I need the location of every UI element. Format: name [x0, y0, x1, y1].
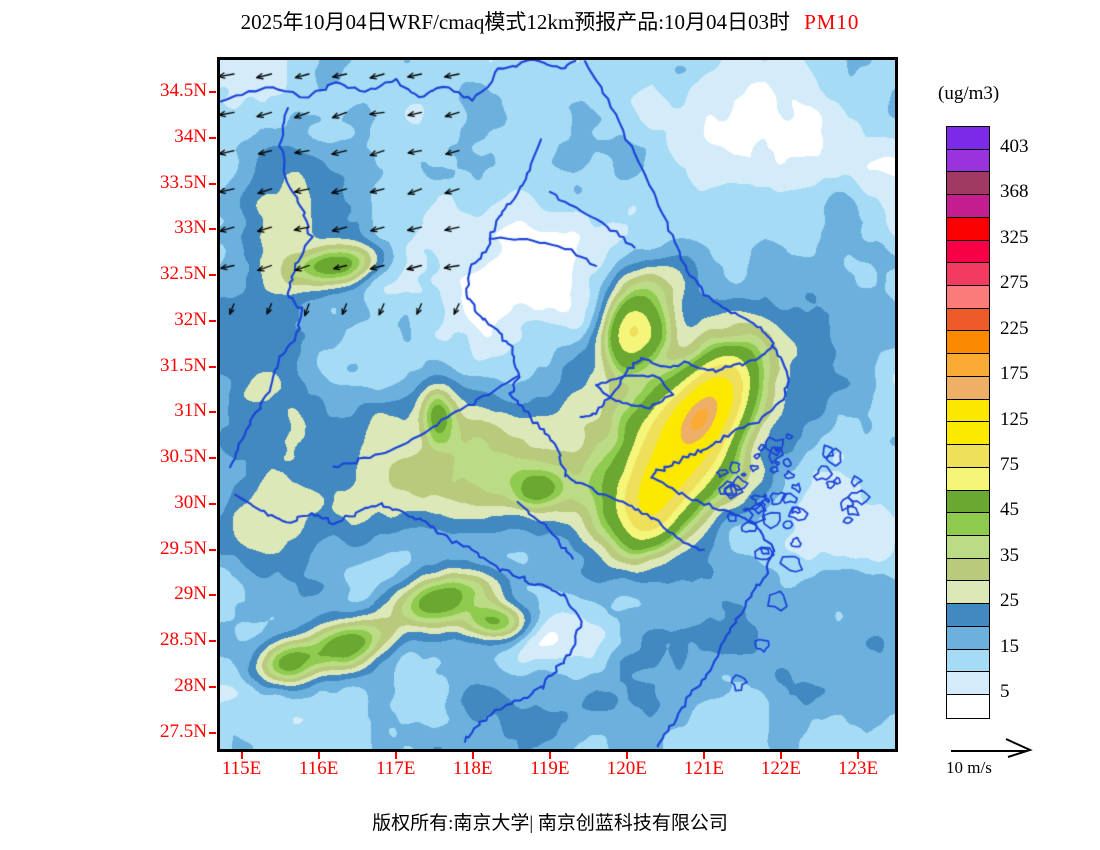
- lat-tick-label: 31N: [174, 400, 207, 422]
- lat-tick-label: 28.5N: [160, 629, 207, 651]
- lon-tick-mark: [548, 752, 551, 759]
- wind-scale-arrow-icon: [948, 738, 1068, 760]
- lat-tick-label: 33.5N: [160, 171, 207, 193]
- colorbar-band: [947, 172, 989, 196]
- colorbar-value-label: 5: [1000, 681, 1010, 703]
- lat-tick-label: 34.5N: [160, 80, 207, 102]
- forecast-map[interactable]: [217, 57, 898, 752]
- lat-tick-mark: [209, 502, 216, 505]
- lon-tick-label: 115E: [221, 758, 262, 779]
- wind-scale-label: 10 m/s: [946, 758, 992, 777]
- colorbar-band: [947, 308, 989, 332]
- colorbar-band: [947, 354, 989, 377]
- colorbar-band: [947, 240, 989, 264]
- lat-tick-label: 29N: [174, 583, 207, 605]
- colorbar-band: [947, 217, 989, 241]
- colorbar-value-label: 325: [1000, 226, 1029, 248]
- colorbar-band: [947, 331, 989, 355]
- lon-tick-mark: [471, 752, 474, 759]
- colorbar-value-label: 368: [1000, 181, 1029, 203]
- map-raster-layer: [220, 60, 895, 749]
- colorbar-band: [947, 626, 989, 650]
- colorbar-value-label: 175: [1000, 363, 1029, 385]
- lat-tick-mark: [209, 594, 216, 597]
- lon-tick-label: 120E: [606, 758, 647, 779]
- colorbar-value-label: 225: [1000, 317, 1029, 339]
- colorbar-units-label: (ug/m3): [938, 83, 1000, 104]
- colorbar-band: [947, 490, 989, 514]
- lat-tick-label: 29.5N: [160, 537, 207, 559]
- lat-tick-label: 27.5N: [160, 720, 207, 742]
- colorbar-band: [947, 127, 989, 150]
- lat-tick-mark: [209, 136, 216, 139]
- colorbar-value-label: 15: [1000, 635, 1019, 657]
- lat-tick-label: 30.5N: [160, 446, 207, 468]
- colorbar-value-label: 275: [1000, 272, 1029, 294]
- colorbar-band: [947, 535, 989, 559]
- lat-tick-label: 31.5N: [160, 354, 207, 376]
- colorbar[interactable]: [946, 126, 990, 719]
- colorbar-band: [947, 263, 989, 287]
- lat-tick-label: 32N: [174, 308, 207, 330]
- lon-tick-mark: [702, 752, 705, 759]
- lat-tick-mark: [209, 640, 216, 643]
- lat-tick-label: 33N: [174, 217, 207, 239]
- colorbar-band: [947, 286, 989, 309]
- lat-tick-mark: [209, 182, 216, 185]
- colorbar-value-label: 125: [1000, 408, 1029, 430]
- lat-tick-mark: [209, 274, 216, 277]
- title-species-label: PM10: [804, 10, 860, 34]
- colorbar-band: [947, 672, 989, 695]
- colorbar-band: [947, 604, 989, 627]
- lat-tick-mark: [209, 548, 216, 551]
- lon-tick-label: 119E: [530, 758, 570, 779]
- colorbar-band: [947, 195, 989, 218]
- lon-tick-label: 118E: [453, 758, 493, 779]
- lon-tick-mark: [779, 752, 782, 759]
- colorbar-band: [947, 581, 989, 605]
- lon-tick-mark: [240, 752, 243, 759]
- chart-title: 2025年10月04日WRF/cmaq模式12km预报产品:10月04日03时 P…: [0, 6, 1100, 36]
- lat-tick-mark: [209, 365, 216, 368]
- lon-tick-label: 123E: [837, 758, 879, 779]
- lon-tick-label: 116E: [298, 758, 339, 779]
- title-main-text: 2025年10月04日WRF/cmaq模式12km预报产品:10月04日03时: [240, 10, 791, 34]
- colorbar-band: [947, 149, 989, 173]
- colorbar-band: [947, 513, 989, 536]
- lat-tick-mark: [209, 685, 216, 688]
- lat-tick-label: 30N: [174, 491, 207, 513]
- lon-tick-label: 122E: [760, 758, 801, 779]
- colorbar-band: [947, 376, 989, 400]
- lat-tick-mark: [209, 91, 216, 94]
- colorbar-value-label: 75: [1000, 453, 1019, 475]
- lat-tick-mark: [209, 411, 216, 414]
- colorbar-value-label: 45: [1000, 499, 1019, 521]
- lon-tick-mark: [625, 752, 628, 759]
- colorbar-value-label: 25: [1000, 590, 1019, 612]
- lat-tick-mark: [209, 731, 216, 734]
- lat-tick-label: 32.5N: [160, 263, 207, 285]
- lon-tick-mark: [394, 752, 397, 759]
- lat-tick-mark: [209, 319, 216, 322]
- lon-tick-mark: [857, 752, 859, 759]
- colorbar-band: [947, 467, 989, 491]
- lat-tick-label: 34N: [174, 125, 207, 147]
- colorbar-value-label: 403: [1000, 135, 1029, 157]
- lat-tick-mark: [209, 457, 216, 460]
- colorbar-value-label: 35: [1000, 544, 1019, 566]
- lat-tick-mark: [209, 228, 216, 231]
- colorbar-band: [947, 694, 989, 718]
- lon-tick-label: 117E: [375, 758, 416, 779]
- colorbar-band: [947, 649, 989, 673]
- lon-tick-mark: [317, 752, 320, 759]
- copyright-footer: 版权所有:南京大学| 南京创蓝科技有限公司: [372, 813, 728, 834]
- colorbar-band: [947, 445, 989, 468]
- lon-tick-label: 121E: [683, 758, 724, 779]
- lat-tick-label: 28N: [174, 674, 207, 696]
- colorbar-band: [947, 422, 989, 446]
- colorbar-band: [947, 399, 989, 423]
- colorbar-band: [947, 558, 989, 582]
